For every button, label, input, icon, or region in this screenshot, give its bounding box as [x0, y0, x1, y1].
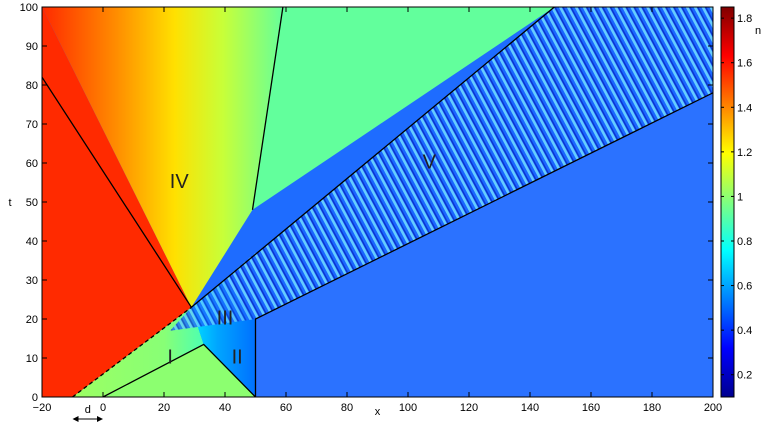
boundary-line-3 [251, 7, 284, 210]
colorbar-gradient [720, 6, 735, 398]
colorbar-tick-label: 1.6 [737, 58, 752, 70]
region-label-II: II [232, 346, 243, 368]
colorbar-tick-label: 1 [737, 191, 743, 203]
region-left-red-lower [42, 77, 192, 397]
x-tick-label: 80 [341, 402, 353, 414]
y-tick-label: 60 [26, 158, 38, 170]
colorbar-tick-label: 1.4 [737, 102, 752, 114]
region-label-I: I [167, 346, 173, 368]
region-lower-right [255, 92, 713, 397]
colorbar-tick-label: 0.8 [737, 236, 752, 248]
y-tick-label: 40 [26, 236, 38, 248]
y-tick-label: 20 [26, 314, 38, 326]
boundary-line-6 [254, 92, 713, 397]
d-annotation-label: d [85, 404, 91, 416]
colorbar-tick-label: 1.8 [737, 13, 752, 25]
colorbar-tick-label: 0.4 [737, 325, 752, 337]
x-tick-label: 40 [219, 402, 231, 414]
y-tick-label: 100 [20, 2, 38, 14]
x-tick-label: 60 [280, 402, 292, 414]
x-axis-label: x [375, 406, 381, 418]
region-plateau [252, 7, 555, 210]
y-tick-label: 80 [26, 80, 38, 92]
x-tick-label: −20 [33, 402, 52, 414]
boundary-line-4 [190, 7, 555, 308]
y-tick-label: 70 [26, 119, 38, 131]
y-axis-label: t [8, 197, 11, 209]
x-tick-label: 200 [704, 402, 722, 414]
colorbar-label: n [755, 25, 761, 37]
boundary-line-1 [42, 76, 192, 308]
region-base-triangle [103, 344, 256, 397]
y-tick-label: 30 [26, 275, 38, 287]
x-tick-label: 20 [158, 402, 170, 414]
y-tick-label: 50 [26, 197, 38, 209]
colorbar-tick-label: 1.2 [737, 147, 752, 159]
y-tick-label: 10 [26, 353, 38, 365]
region-i [72, 307, 204, 397]
x-tick-label: 120 [460, 402, 478, 414]
x-tick-label: 160 [582, 402, 600, 414]
boundary-line-2 [102, 343, 256, 397]
colorbar-tick-label: 0.6 [737, 281, 752, 293]
region-label-IV: IV [170, 171, 190, 193]
x-tick-label: 180 [643, 402, 661, 414]
y-tick-label: 90 [26, 41, 38, 53]
colorbar-tick-label: 0.2 [737, 370, 752, 382]
x-tick-label: 0 [100, 402, 106, 414]
d-arrow-right-head [97, 416, 103, 422]
region-iv-fan [42, 7, 283, 308]
y-tick-label: 0 [32, 392, 38, 404]
region-v-waves [191, 7, 713, 397]
x-tick-label: 100 [399, 402, 417, 414]
region-label-III: III [217, 307, 234, 329]
d-arrow-left-head [72, 416, 79, 422]
x-tick-label: 140 [521, 402, 539, 414]
region-label-V: V [423, 151, 437, 173]
boundary-line-5 [72, 306, 192, 397]
